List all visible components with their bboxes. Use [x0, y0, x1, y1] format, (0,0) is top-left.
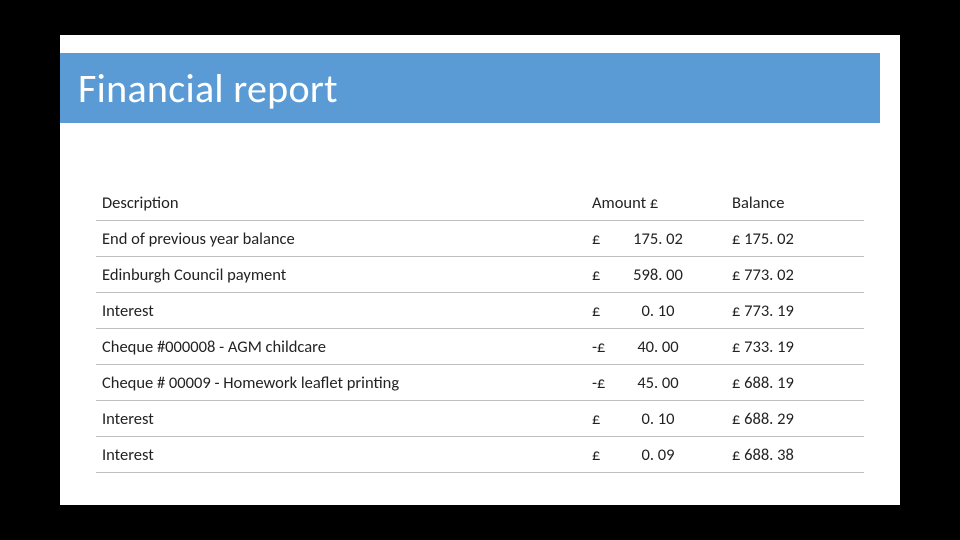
slide: Financial report Description Amount £ Ba…: [60, 35, 900, 505]
table-row: Edinburgh Council payment£598. 00£ 773. …: [96, 257, 864, 293]
amount-sign: -£: [592, 337, 618, 357]
cell-description: Interest: [96, 437, 586, 473]
financial-table: Description Amount £ Balance End of prev…: [96, 185, 864, 473]
cell-balance: £ 733. 19: [726, 329, 864, 365]
cell-description: Interest: [96, 401, 586, 437]
amount-value: 0. 10: [618, 301, 698, 321]
amount-value: 175. 02: [618, 229, 698, 249]
cell-description: Interest: [96, 293, 586, 329]
amount-value: 0. 09: [618, 445, 698, 465]
table-header-row: Description Amount £ Balance: [96, 185, 864, 221]
cell-description: Cheque # 00009 - Homework leaflet printi…: [96, 365, 586, 401]
cell-amount: -£40. 00: [586, 329, 726, 365]
table-row: Interest£0. 10£ 688. 29: [96, 401, 864, 437]
table-row: Cheque #000008 - AGM childcare-£40. 00£ …: [96, 329, 864, 365]
amount-value: 40. 00: [618, 337, 698, 357]
amount-value: 45. 00: [618, 373, 698, 393]
table-row: Cheque # 00009 - Homework leaflet printi…: [96, 365, 864, 401]
cell-amount: -£45. 00: [586, 365, 726, 401]
cell-balance: £ 688. 19: [726, 365, 864, 401]
amount-sign: £: [592, 229, 618, 249]
table-body: End of previous year balance£175. 02£ 17…: [96, 221, 864, 473]
cell-balance: £ 688. 29: [726, 401, 864, 437]
cell-balance: £ 175. 02: [726, 221, 864, 257]
cell-amount: £0. 10: [586, 401, 726, 437]
amount-sign: £: [592, 265, 618, 285]
table-row: Interest£0. 10£ 773. 19: [96, 293, 864, 329]
table-row: End of previous year balance£175. 02£ 17…: [96, 221, 864, 257]
cell-balance: £ 688. 38: [726, 437, 864, 473]
cell-description: End of previous year balance: [96, 221, 586, 257]
amount-value: 0. 10: [618, 409, 698, 429]
cell-amount: £0. 09: [586, 437, 726, 473]
col-header-balance: Balance: [726, 185, 864, 221]
amount-value: 598. 00: [618, 265, 698, 285]
page-title: Financial report: [60, 64, 338, 113]
amount-sign: £: [592, 409, 618, 429]
cell-amount: £598. 00: [586, 257, 726, 293]
amount-sign: £: [592, 445, 618, 465]
title-band: Financial report: [60, 53, 880, 123]
col-header-amount: Amount £: [586, 185, 726, 221]
cell-amount: £0. 10: [586, 293, 726, 329]
cell-description: Edinburgh Council payment: [96, 257, 586, 293]
table-row: Interest£0. 09£ 688. 38: [96, 437, 864, 473]
amount-sign: -£: [592, 373, 618, 393]
cell-amount: £175. 02: [586, 221, 726, 257]
cell-balance: £ 773. 19: [726, 293, 864, 329]
cell-description: Cheque #000008 - AGM childcare: [96, 329, 586, 365]
cell-balance: £ 773. 02: [726, 257, 864, 293]
amount-sign: £: [592, 301, 618, 321]
col-header-description: Description: [96, 185, 586, 221]
